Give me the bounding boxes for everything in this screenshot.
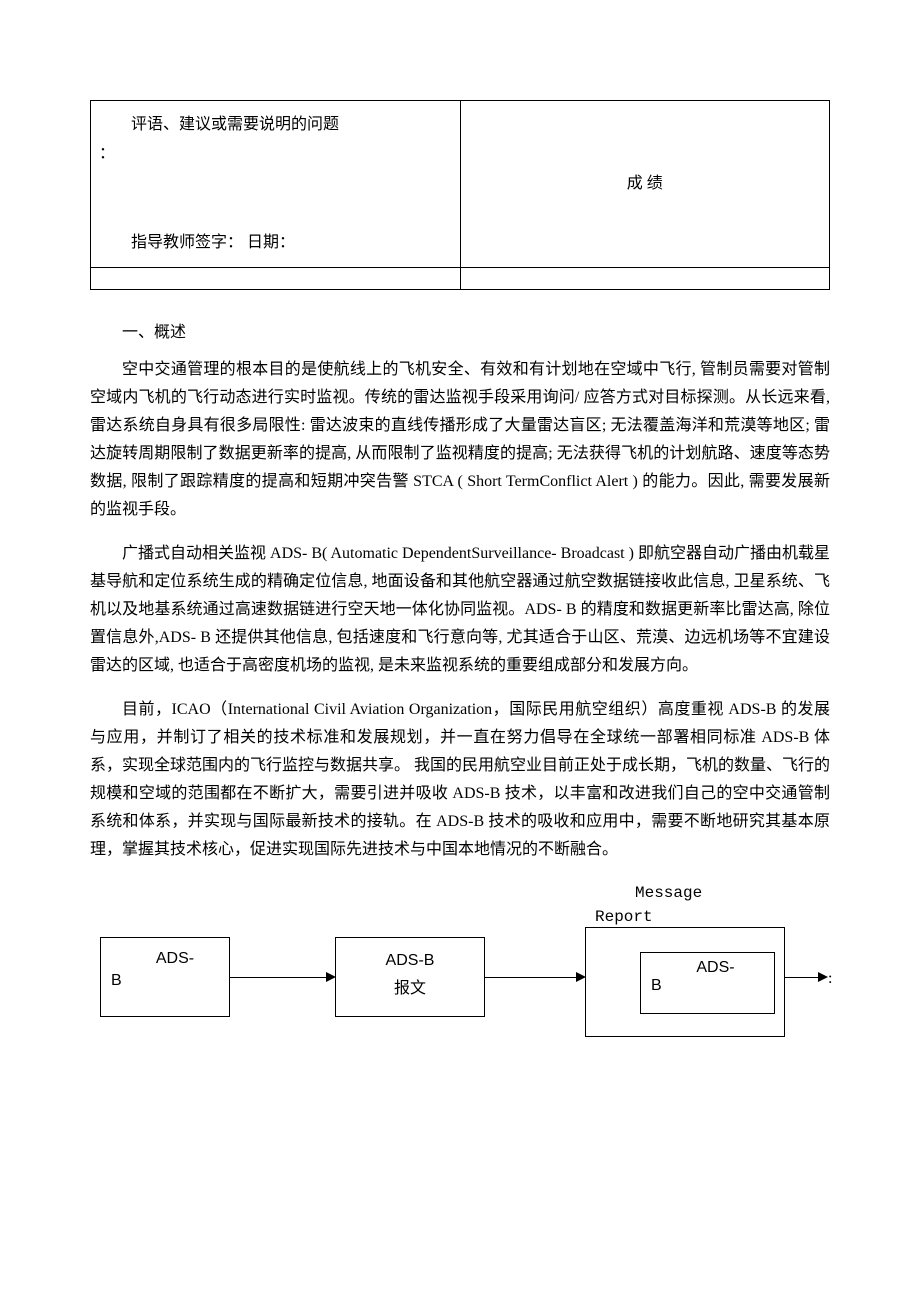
signature-line: 指导教师签字： 日期： [99,229,452,258]
diagram-box-2: ADS-B 报文 [335,937,485,1017]
comments-cell: 评语、建议或需要说明的问题 ： 指导教师签字： 日期： [91,101,461,268]
bottom-left-cell [91,268,461,290]
box1-line2: B [111,972,219,990]
box2-line2: 报文 [346,974,474,998]
paragraph-1: 空中交通管理的根本目的是使航线上的飞机安全、有效和有计划地在空域中飞行, 管制员… [90,356,830,524]
bottom-right-cell [460,268,830,290]
message-label-1: Message [635,884,702,902]
box1-line1: ADS- [131,950,219,968]
paragraph-3: 目前，ICAO（International Civil Aviation Org… [90,696,830,864]
box2-line1: ADS-B [346,952,474,970]
arrow-3-tail: : [828,970,832,988]
box3-line1: ADS- [667,959,764,977]
header-table: 评语、建议或需要说明的问题 ： 指导教师签字： 日期： 成 绩 [90,100,830,290]
arrow-3-head [818,972,828,982]
arrow-3 [785,977,820,978]
diagram-box-3-inner: ADS- B [640,952,775,1014]
box3-line2: B [651,977,764,995]
score-label: 成 绩 [627,175,663,192]
arrow-1 [230,977,328,978]
section-heading: 一、概述 [90,318,830,342]
document-page: 评语、建议或需要说明的问题 ： 指导教师签字： 日期： 成 绩 一、概述 空中交… [0,0,920,1112]
arrow-2 [485,977,578,978]
flow-diagram: Message Report ADS- B ADS-B 报文 ADS- B : [90,892,830,1072]
diagram-box-1: ADS- B [100,937,230,1017]
comments-label: 评语、建议或需要说明的问题 [99,111,452,140]
score-header-cell: 成 绩 [460,101,830,268]
message-label-2: Report [595,908,653,926]
comments-colon: ： [99,140,452,169]
paragraph-2: 广播式自动相关监视 ADS- B( Automatic DependentSur… [90,540,830,680]
